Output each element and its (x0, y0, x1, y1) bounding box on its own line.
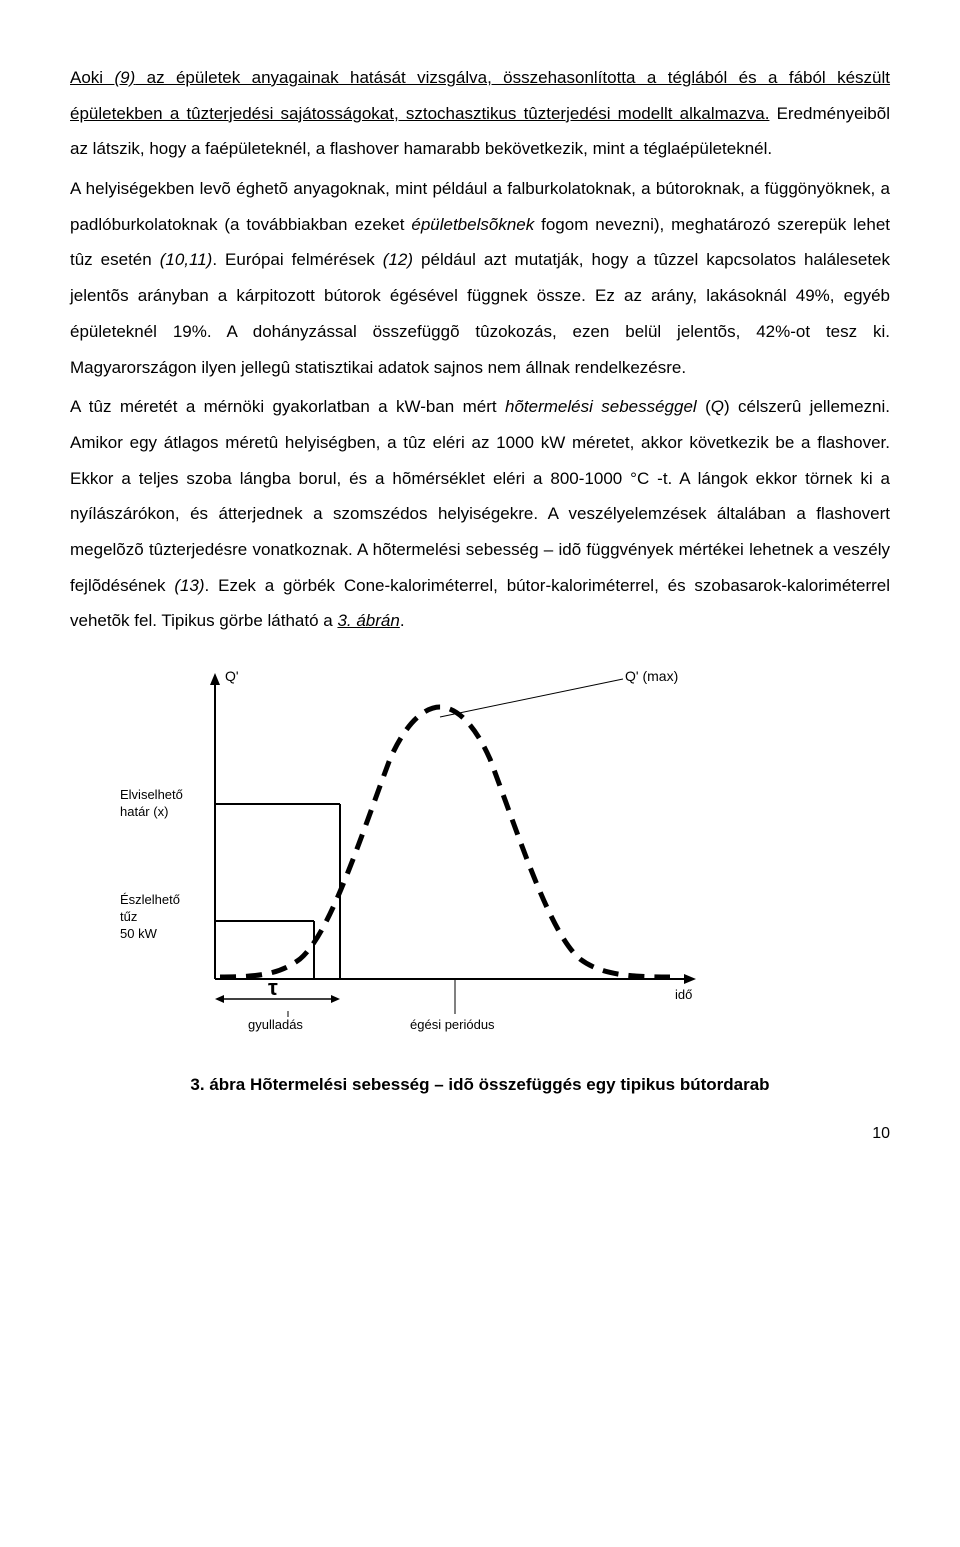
term-epuletbelsok: épületbelsõknek (411, 215, 534, 234)
citation-13: (13) (174, 576, 204, 595)
label-eszlelheto-1: Észlelhető (120, 892, 180, 907)
label-eszlelheto-2: tűz (120, 909, 137, 924)
figure-3: Q' Q' (max) Elviselhető határ (x) Észlel… (70, 659, 890, 1052)
heat-release-curve-chart: Q' Q' (max) Elviselhető határ (x) Észlel… (70, 659, 750, 1039)
heat-curve (220, 707, 670, 977)
term-hotermelesi: hõtermelési sebességgel (505, 397, 697, 416)
citation-9: (9) (114, 68, 135, 87)
tau-label: τ (268, 975, 278, 1000)
y-axis-label: Q' (225, 668, 239, 684)
label-egesi-periodus: égési periódus (410, 1017, 495, 1032)
page-number: 10 (70, 1117, 890, 1151)
citation-10-11: (10,11) (160, 250, 213, 269)
figure-ref-3: 3. ábrán (337, 611, 399, 630)
label-50kw: 50 kW (120, 926, 158, 941)
label-elviselheto-2: határ (x) (120, 804, 168, 819)
paragraph-1: Aoki (9) az épületek anyagainak hatását … (70, 60, 890, 167)
label-elviselheto-1: Elviselhető (120, 787, 183, 802)
label-gyulladas: gyulladás (248, 1017, 303, 1032)
author-ref: Aoki (9) az épületek anyagainak hatását … (70, 68, 890, 123)
figure-3-caption: 3. ábra Hõtermelési sebesség – idõ össze… (70, 1067, 890, 1103)
citation-12: (12) (383, 250, 413, 269)
curve-max-label: Q' (max) (625, 668, 678, 684)
paragraph-2: A helyiségekben levõ éghetõ anyagoknak, … (70, 171, 890, 385)
symbol-Q: Q (711, 397, 724, 416)
paragraph-3: A tûz méretét a mérnöki gyakorlatban a k… (70, 389, 890, 639)
x-axis-label: idő (675, 987, 692, 1002)
